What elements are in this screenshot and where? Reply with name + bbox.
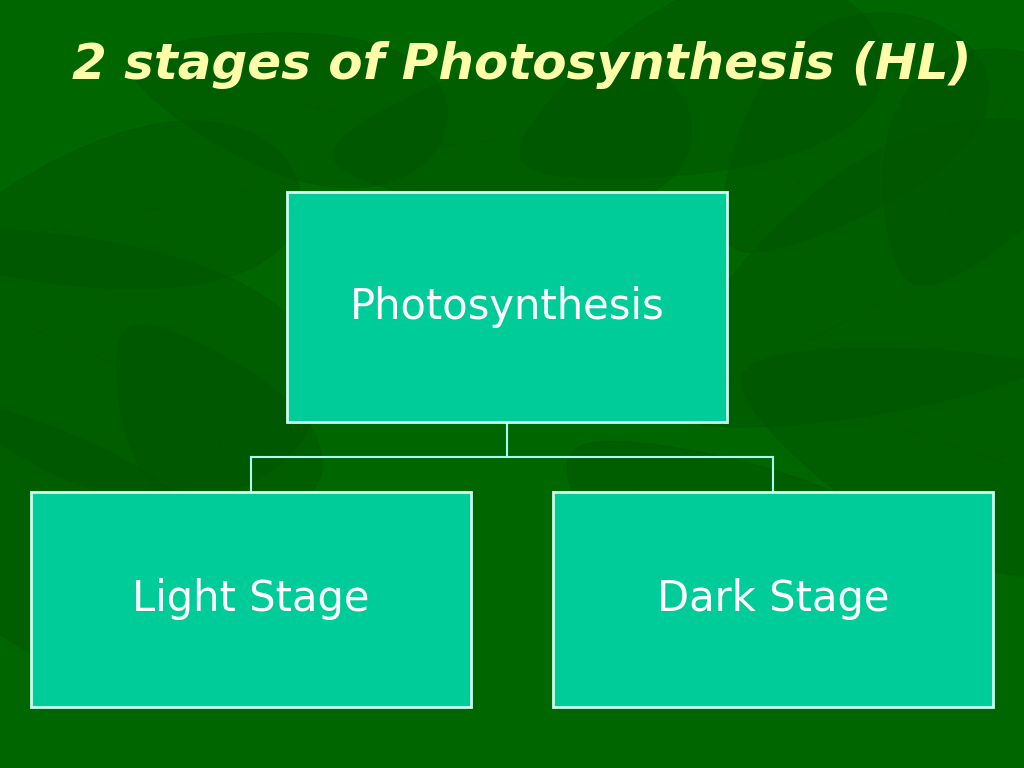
Text: Dark Stage: Dark Stage xyxy=(656,578,890,620)
Text: Photosynthesis: Photosynthesis xyxy=(349,286,665,328)
Polygon shape xyxy=(0,395,223,667)
Polygon shape xyxy=(884,49,1024,285)
FancyBboxPatch shape xyxy=(287,192,727,422)
Polygon shape xyxy=(520,0,884,178)
Polygon shape xyxy=(567,442,931,690)
Text: Light Stage: Light Stage xyxy=(132,578,370,620)
Polygon shape xyxy=(116,325,323,527)
Text: 2 stages of Photosynthesis (HL): 2 stages of Photosynthesis (HL) xyxy=(72,41,971,89)
Polygon shape xyxy=(130,33,447,188)
FancyBboxPatch shape xyxy=(553,492,993,707)
Polygon shape xyxy=(334,51,691,214)
Polygon shape xyxy=(0,227,321,502)
Polygon shape xyxy=(723,13,988,252)
Polygon shape xyxy=(667,119,1024,427)
FancyBboxPatch shape xyxy=(31,492,471,707)
Polygon shape xyxy=(742,349,1024,577)
Polygon shape xyxy=(0,121,301,289)
